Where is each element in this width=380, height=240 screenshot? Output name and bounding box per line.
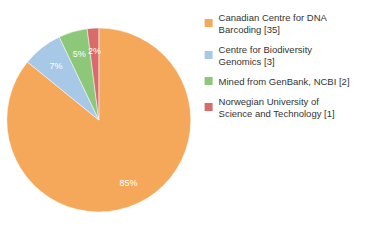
svg-text:Barcoding [35]: Barcoding [35] [219,24,280,35]
svg-text:Norwegian University of: Norwegian University of [219,96,320,107]
svg-text:Mined from GenBank, NCBI [2]: Mined from GenBank, NCBI [2] [219,76,350,87]
svg-text:Science and Technology [1]: Science and Technology [1] [219,108,335,119]
svg-text:85%: 85% [120,178,138,188]
svg-text:5%: 5% [73,49,86,59]
svg-text:Canadian Centre for DNA: Canadian Centre for DNA [219,12,328,23]
svg-text:Centre for Biodiversity: Centre for Biodiversity [219,44,313,55]
svg-text:7%: 7% [49,61,62,71]
svg-text:2%: 2% [88,46,101,56]
svg-text:Genomics [3]: Genomics [3] [219,56,275,67]
